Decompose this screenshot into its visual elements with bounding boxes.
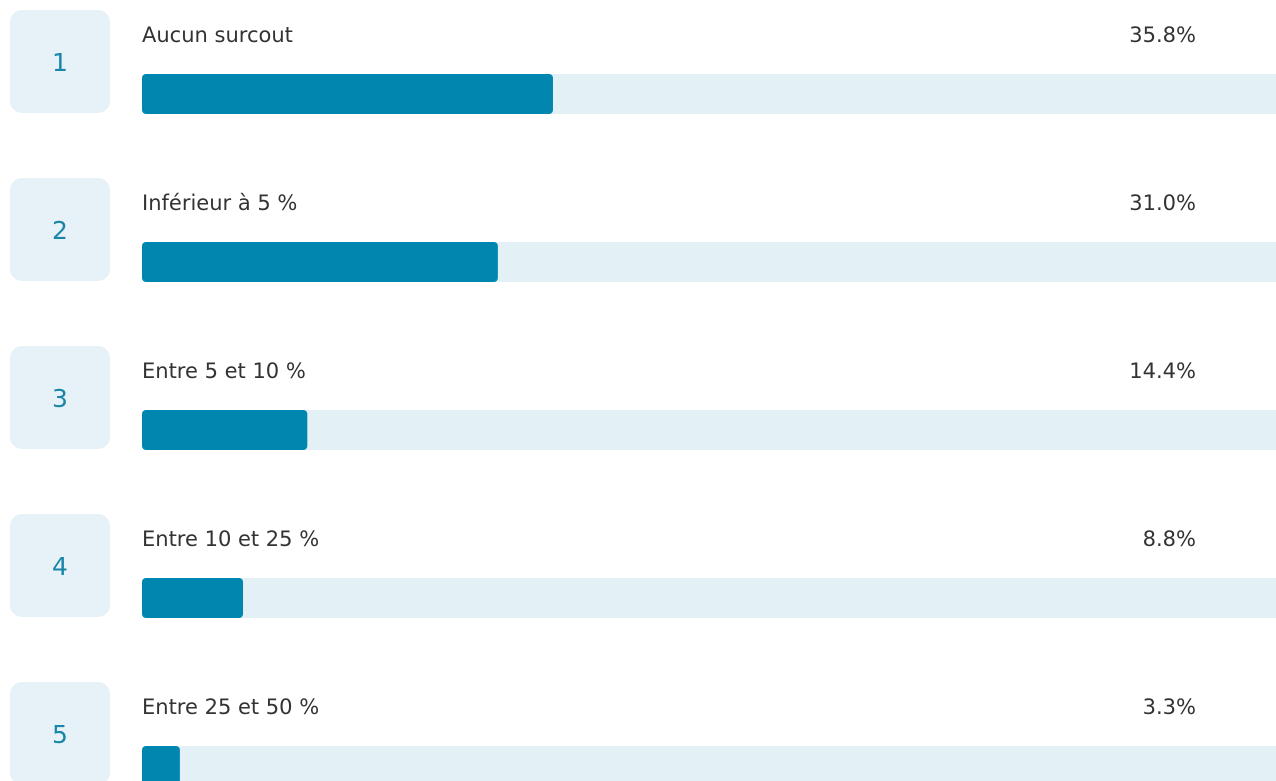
bar: [142, 410, 308, 450]
rank: 1: [52, 48, 68, 77]
rank: 3: [52, 384, 68, 413]
value-label: 35.8%: [1129, 23, 1196, 47]
rank: 5: [52, 720, 68, 749]
rank-box: [10, 178, 110, 281]
bar: [142, 74, 553, 114]
bar: [142, 242, 498, 282]
category-label: Entre 5 et 10 %: [142, 359, 306, 383]
rank-box: [10, 514, 110, 617]
category-label: Aucun surcout: [142, 23, 293, 47]
rank-box: [10, 10, 110, 113]
bar-track: [142, 746, 1276, 781]
value-label: 14.4%: [1129, 359, 1196, 383]
bar-track: [142, 410, 1276, 450]
bar: [142, 746, 180, 781]
value-label: 31.0%: [1129, 191, 1196, 215]
value-label: 3.3%: [1143, 695, 1196, 719]
bar: [142, 578, 244, 618]
bar-track: [142, 578, 1276, 618]
rank-box: [10, 682, 110, 781]
value-label: 8.8%: [1143, 527, 1196, 551]
category-label: Entre 10 et 25 %: [142, 527, 319, 551]
rank-box: [10, 346, 110, 449]
rank: 4: [52, 552, 68, 581]
rank: 2: [52, 216, 68, 245]
category-label: Inférieur à 5 %: [142, 191, 297, 215]
category-label: Entre 25 et 50 %: [142, 695, 319, 719]
